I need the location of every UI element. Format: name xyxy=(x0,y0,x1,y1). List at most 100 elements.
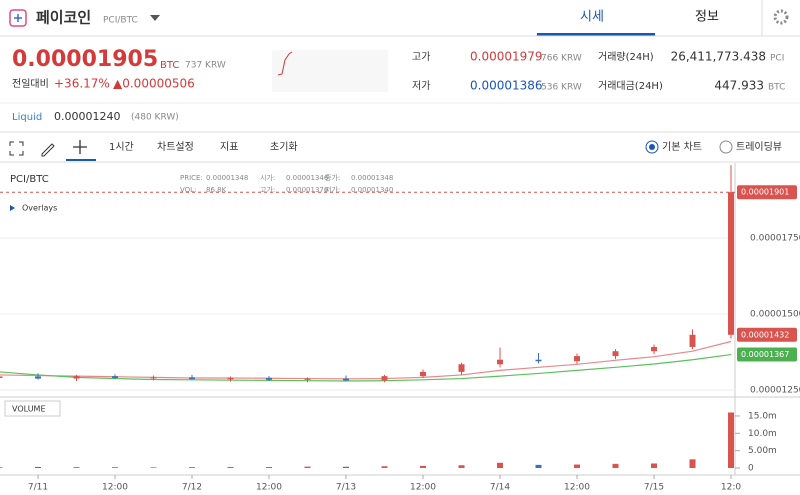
candle-body xyxy=(497,359,503,365)
stat-label: 거래량(24H) xyxy=(598,51,654,63)
info-value: 0.00001346 xyxy=(286,174,329,182)
info-label: 시가: xyxy=(260,173,275,182)
tab-underline xyxy=(537,33,655,36)
radio[interactable] xyxy=(719,140,733,154)
volume-bar xyxy=(535,464,542,468)
mode[interactable]: 트레이딩뷰 xyxy=(736,141,782,153)
reset[interactable]: 초기화 xyxy=(270,141,298,153)
unit: BTC xyxy=(160,60,179,71)
volume-tick-label: 15.0m xyxy=(748,411,777,421)
stat-value: 447.933 xyxy=(714,79,764,93)
candle-body xyxy=(189,377,195,380)
price-tag-label: 0.00001432 xyxy=(741,330,789,339)
liquid-value: 0.00001240 xyxy=(54,110,120,123)
volume-tick-label: 10.0m xyxy=(748,429,777,439)
info-label: 고가: xyxy=(260,185,275,194)
y-tick-label: 0.00001500 xyxy=(750,310,800,320)
candle-body xyxy=(535,359,542,362)
volume-bar xyxy=(227,466,234,468)
tab[interactable]: 정보 xyxy=(695,10,719,25)
volume-bar xyxy=(343,466,349,468)
dropdown[interactable] xyxy=(150,15,160,21)
volume-bar xyxy=(497,462,503,468)
change-label: 전일대비 xyxy=(12,78,49,90)
candle-body xyxy=(150,377,157,379)
overlays[interactable]: Overlays xyxy=(22,204,57,213)
sparkline-box xyxy=(272,50,388,92)
volume-tick-label: 5.00m xyxy=(748,446,777,456)
y-tick-label: 0.00001750 xyxy=(750,234,800,244)
volume-bar xyxy=(381,466,388,468)
tool-underline xyxy=(66,159,96,161)
info-label: 종가: xyxy=(325,173,340,182)
y-tick-label: 0.00001250 xyxy=(750,386,800,396)
price-tag xyxy=(737,347,797,362)
stat-krw: 766 KRW xyxy=(541,54,582,64)
volume-bar xyxy=(304,466,311,468)
liquid-label: Liquid xyxy=(12,112,42,123)
info-value: 0.00001348 xyxy=(351,174,393,182)
indicators[interactable]: 지표 xyxy=(220,141,238,153)
x-tick-label: 12:00 xyxy=(564,483,590,493)
stat-unit: PCI xyxy=(770,54,784,64)
candle-body xyxy=(458,364,465,372)
info-label: PRICE: xyxy=(180,174,203,182)
price-tag xyxy=(737,185,797,200)
x-tick-label: 7/13 xyxy=(336,483,356,493)
volume-bar xyxy=(612,463,619,468)
stat-krw: 536 KRW xyxy=(541,83,582,93)
candle-body xyxy=(343,378,349,381)
candle-body xyxy=(381,376,388,381)
volume-bar xyxy=(35,466,41,468)
sparkline xyxy=(277,51,293,76)
tab[interactable]: 시세 xyxy=(580,10,604,25)
change-pct: +36.17% xyxy=(54,77,110,91)
chart-settings[interactable]: 차트설정 xyxy=(157,141,194,153)
info-value: 0.00001340 xyxy=(351,186,393,194)
volume-bar xyxy=(150,467,157,468)
stat-value: 0.00001386 xyxy=(470,79,543,93)
volume-bar xyxy=(420,465,426,468)
x-tick-label: 7/15 xyxy=(644,483,664,493)
volume-bar xyxy=(728,412,734,468)
x-tick-label: 7/12 xyxy=(182,483,202,493)
moving-average xyxy=(0,340,732,380)
volume-bar xyxy=(189,467,195,468)
stat-label: 고가 xyxy=(412,51,430,63)
interval[interactable]: 1시간 xyxy=(109,141,134,153)
krw: 737 KRW xyxy=(185,61,226,71)
last-price: 0.00001905 xyxy=(12,47,158,72)
candle-body xyxy=(651,346,657,352)
coin-name: 페이코인 xyxy=(36,9,91,27)
price-tag xyxy=(737,327,797,342)
candle-body xyxy=(420,371,426,377)
stat-label: 저가 xyxy=(412,80,430,92)
candle-body xyxy=(35,376,41,379)
overlays-arrow[interactable] xyxy=(10,205,15,211)
volume-bar xyxy=(651,463,657,468)
x-tick-label: 12:00 xyxy=(102,483,128,493)
stat-unit: BTC xyxy=(768,83,785,93)
info-label: VOL: xyxy=(180,186,196,194)
candle-body xyxy=(574,356,580,362)
fullscreen-icon[interactable] xyxy=(9,141,24,156)
x-tick-label: 7/11 xyxy=(28,483,48,493)
x-tick-label: 12:00 xyxy=(256,483,282,493)
candle-body xyxy=(304,378,311,380)
volume-tick-label: 0 xyxy=(748,464,754,474)
candle-body xyxy=(0,376,3,378)
stat-label: 거래대금(24H) xyxy=(598,80,663,92)
volume-bar xyxy=(689,459,696,468)
candle-body xyxy=(227,377,234,380)
volume-bar xyxy=(0,467,3,468)
settings-icon[interactable] xyxy=(773,9,789,25)
volume-bar xyxy=(574,464,580,468)
candle-body xyxy=(689,334,696,347)
radio[interactable] xyxy=(645,140,659,154)
volume-title: VOLUME xyxy=(12,405,46,414)
crosshair-icon[interactable] xyxy=(73,140,87,154)
mode[interactable]: 기본 차트 xyxy=(662,141,702,153)
stat-value: 26,411,773.438 xyxy=(671,50,766,64)
draw-icon[interactable] xyxy=(41,143,55,157)
